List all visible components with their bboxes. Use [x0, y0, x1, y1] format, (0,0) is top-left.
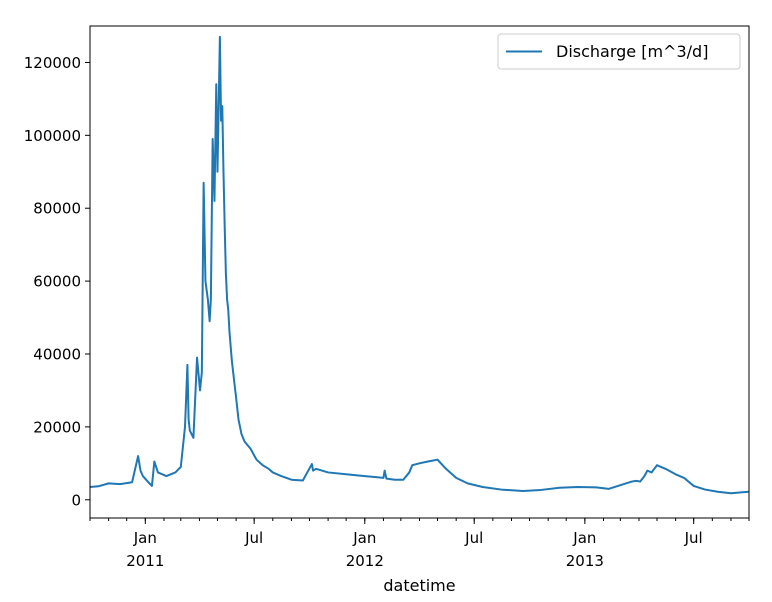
y-tick-label: 60000	[33, 273, 81, 291]
y-tick-label: 0	[71, 491, 81, 509]
x-tick-label: Jan	[572, 529, 596, 547]
y-tick-label: 40000	[33, 346, 81, 364]
y-tick-label: 80000	[33, 200, 81, 218]
x-tick-label: Jul	[244, 529, 263, 547]
x-tick-label: Jan	[352, 529, 376, 547]
x-tick-label: Jan	[133, 529, 157, 547]
x-tick-year-label: 2012	[346, 552, 384, 570]
x-tick-year-label: 2013	[566, 552, 604, 570]
plot-layer	[89, 35, 749, 495]
axes-layer: 0 20000 40000 60000 80000 100000 120000 Jan 2011…	[24, 25, 750, 570]
x-tick-year-label: 2011	[126, 552, 164, 570]
y-tick-label: 120000	[24, 54, 81, 72]
legend: Discharge [m^3/d]	[497, 33, 741, 70]
series-line-0	[89, 35, 749, 495]
y-tick-label: 20000	[33, 418, 81, 436]
y-tick-label: 100000	[24, 127, 81, 145]
x-axis-title: datetime	[383, 576, 455, 595]
legend-label: Discharge [m^3/d]	[556, 42, 708, 61]
x-tick-label: Jul	[684, 529, 703, 547]
legend-frame	[497, 33, 741, 70]
x-tick-label: Jul	[464, 529, 483, 547]
